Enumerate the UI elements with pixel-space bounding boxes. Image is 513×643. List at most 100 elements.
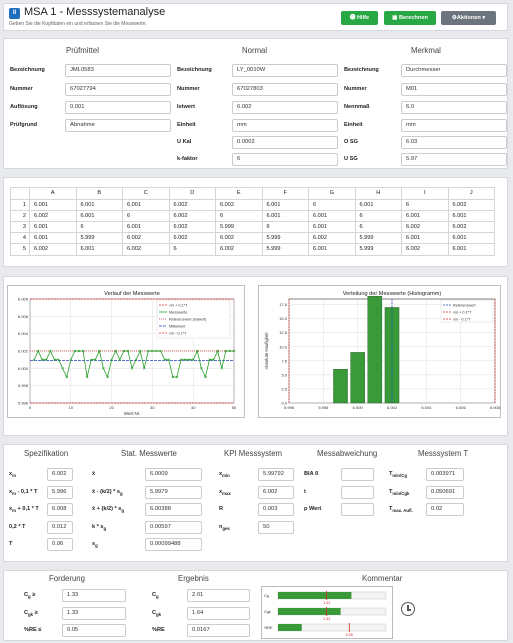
measurement-cell[interactable]: 6.001: [354, 198, 402, 211]
measurement-cell[interactable]: 6.002: [168, 209, 216, 222]
history-icon[interactable]: [401, 602, 415, 616]
nm-kfaktor-input[interactable]: 6: [232, 153, 338, 166]
mk-osg-input[interactable]: 6.03: [401, 136, 507, 149]
measurement-cell[interactable]: 6.002: [168, 220, 216, 234]
pm-pruefgrund-input[interactable]: Abnahme: [65, 119, 171, 132]
erg-value[interactable]: 0.0167: [187, 624, 250, 637]
measurement-cell[interactable]: 6.001: [122, 198, 170, 211]
measurement-cell[interactable]: 6.001: [447, 232, 495, 245]
measurement-cell[interactable]: 6.002: [215, 198, 263, 211]
help-button[interactable]: ⓿ Hilfe: [341, 11, 378, 25]
mst-value[interactable]: 0.02: [426, 503, 464, 516]
nm-bezeichnung-input[interactable]: LY_0010W: [232, 64, 338, 77]
measurement-cell[interactable]: 6: [122, 209, 170, 222]
spec-value[interactable]: 5.996: [47, 485, 73, 499]
mst-value[interactable]: 0.003971: [426, 468, 464, 481]
calculate-button[interactable]: ▦ Berechnen: [384, 11, 436, 25]
measurement-cell[interactable]: 6.002: [401, 243, 449, 256]
spec-value[interactable]: 6.008: [47, 503, 73, 516]
ford-value[interactable]: 1.33: [62, 589, 126, 602]
measurement-cell[interactable]: 6.001: [29, 220, 77, 234]
mk-einheit-input[interactable]: mm: [401, 119, 507, 132]
measurement-cell[interactable]: 5.999: [261, 243, 309, 256]
stat-value[interactable]: 5.9979: [145, 485, 202, 499]
erg-value[interactable]: 1.64: [187, 606, 250, 620]
measurement-cell[interactable]: 6.001: [261, 209, 309, 222]
measurement-cell[interactable]: 6.001: [75, 243, 123, 256]
measurement-cell[interactable]: 6.001: [447, 209, 495, 222]
measurement-cell[interactable]: 6: [215, 209, 263, 222]
kpi-value[interactable]: 0.003: [258, 503, 294, 516]
ford-value[interactable]: 0.05: [62, 624, 126, 637]
measurement-cell[interactable]: 6.002: [308, 232, 356, 245]
measurement-cell[interactable]: 6.002: [215, 232, 263, 245]
pm-bezeichnung-input[interactable]: JML0583: [65, 64, 171, 77]
stat-value[interactable]: 6.00388: [145, 503, 202, 516]
measurement-cell[interactable]: 6.001: [308, 220, 356, 234]
nm-istwert-input[interactable]: 6.002: [232, 101, 338, 114]
measurement-cell[interactable]: 6.002: [447, 198, 495, 211]
measurement-cell[interactable]: 6.001: [261, 198, 309, 211]
abw-value[interactable]: [341, 485, 374, 499]
mk-nummer-input[interactable]: M01: [401, 83, 507, 96]
measurement-cell[interactable]: 6.001: [308, 243, 356, 256]
measurement-cell[interactable]: 6.002: [215, 243, 263, 256]
measurement-cell[interactable]: 6.002: [168, 198, 216, 211]
erg-value[interactable]: 2.01: [187, 589, 250, 602]
pm-nummer-input[interactable]: 67027794: [65, 83, 171, 96]
measurement-cell[interactable]: 5.999: [215, 220, 263, 234]
actions-dropdown-button[interactable]: ⚙Aktionen ▾: [441, 11, 496, 25]
stat-value[interactable]: 0.00099488: [145, 538, 202, 551]
stat-value[interactable]: 0.00597: [145, 520, 202, 534]
measurement-cell[interactable]: 6.002: [168, 232, 216, 245]
spec-value[interactable]: 6.002: [47, 468, 73, 481]
measurement-cell[interactable]: 5.999: [354, 243, 402, 256]
run-chart-point: [138, 349, 142, 353]
measurement-cell[interactable]: 6.002: [122, 243, 170, 256]
measurement-cell[interactable]: 6: [354, 220, 402, 234]
measurement-cell[interactable]: 6.001: [75, 198, 123, 211]
measurement-cell[interactable]: 6: [168, 243, 216, 256]
measurement-cell[interactable]: 6.001: [447, 243, 495, 256]
measurement-cell[interactable]: 5.999: [261, 232, 309, 245]
stat-label: sg: [92, 541, 98, 548]
mk-bezeichnung-input[interactable]: Durchmesser: [401, 64, 507, 77]
measurement-cell[interactable]: 6.001: [75, 209, 123, 222]
measurement-cell[interactable]: 6: [308, 198, 356, 211]
measurement-cell[interactable]: 6.001: [401, 209, 449, 222]
measurement-cell[interactable]: 6.001: [122, 220, 170, 234]
measurement-cell[interactable]: 6.002: [122, 232, 170, 245]
kpi-value[interactable]: 5.99792: [258, 468, 294, 481]
measurement-cell[interactable]: 5.999: [354, 232, 402, 245]
spec-value[interactable]: 0.06: [47, 538, 73, 551]
measurement-cell[interactable]: 6.002: [29, 209, 77, 222]
measurement-cell[interactable]: 6.002: [29, 243, 77, 256]
run-chart-svg: Verlauf der Messwerte 6.008 6.006 6.004 6.00…: [18, 291, 237, 416]
mk-usg-input[interactable]: 5.97: [401, 153, 507, 166]
pm-aufloesung-input[interactable]: 0.001: [65, 101, 171, 114]
abw-value[interactable]: [341, 468, 374, 481]
mk-nennmass-input[interactable]: 6.0: [401, 101, 507, 114]
mst-value[interactable]: 0.050691: [426, 485, 464, 499]
run-chart: Verlauf der Messwerte 6.008 6.006 6.004 6.00…: [7, 285, 245, 418]
measurement-cell[interactable]: 6.002: [447, 220, 495, 234]
spec-value[interactable]: 0.012: [47, 520, 73, 534]
ford-value[interactable]: 1.33: [62, 606, 126, 620]
measurement-cell[interactable]: 6: [401, 198, 449, 211]
measurement-cell[interactable]: 6.001: [308, 209, 356, 222]
abw-value[interactable]: [341, 503, 374, 516]
measurement-cell[interactable]: 6.001: [401, 232, 449, 245]
measurement-cell[interactable]: 6: [261, 220, 309, 234]
measurement-cell[interactable]: 5.999: [75, 232, 123, 245]
nm-ukal-input[interactable]: 0.0002: [232, 136, 338, 149]
kpi-value[interactable]: 6.002: [258, 485, 294, 499]
measurement-cell[interactable]: 6.001: [29, 232, 77, 245]
measurement-cell[interactable]: 6.002: [401, 220, 449, 234]
nm-nummer-input[interactable]: 67027803: [232, 83, 338, 96]
nm-einheit-input[interactable]: mm: [232, 119, 338, 132]
measurement-cell[interactable]: 6.001: [29, 198, 77, 211]
kpi-value[interactable]: 50: [258, 520, 294, 534]
stat-value[interactable]: 6.0009: [145, 468, 202, 481]
measurement-cell[interactable]: 6: [354, 209, 402, 222]
measurement-cell[interactable]: 6: [75, 220, 123, 234]
